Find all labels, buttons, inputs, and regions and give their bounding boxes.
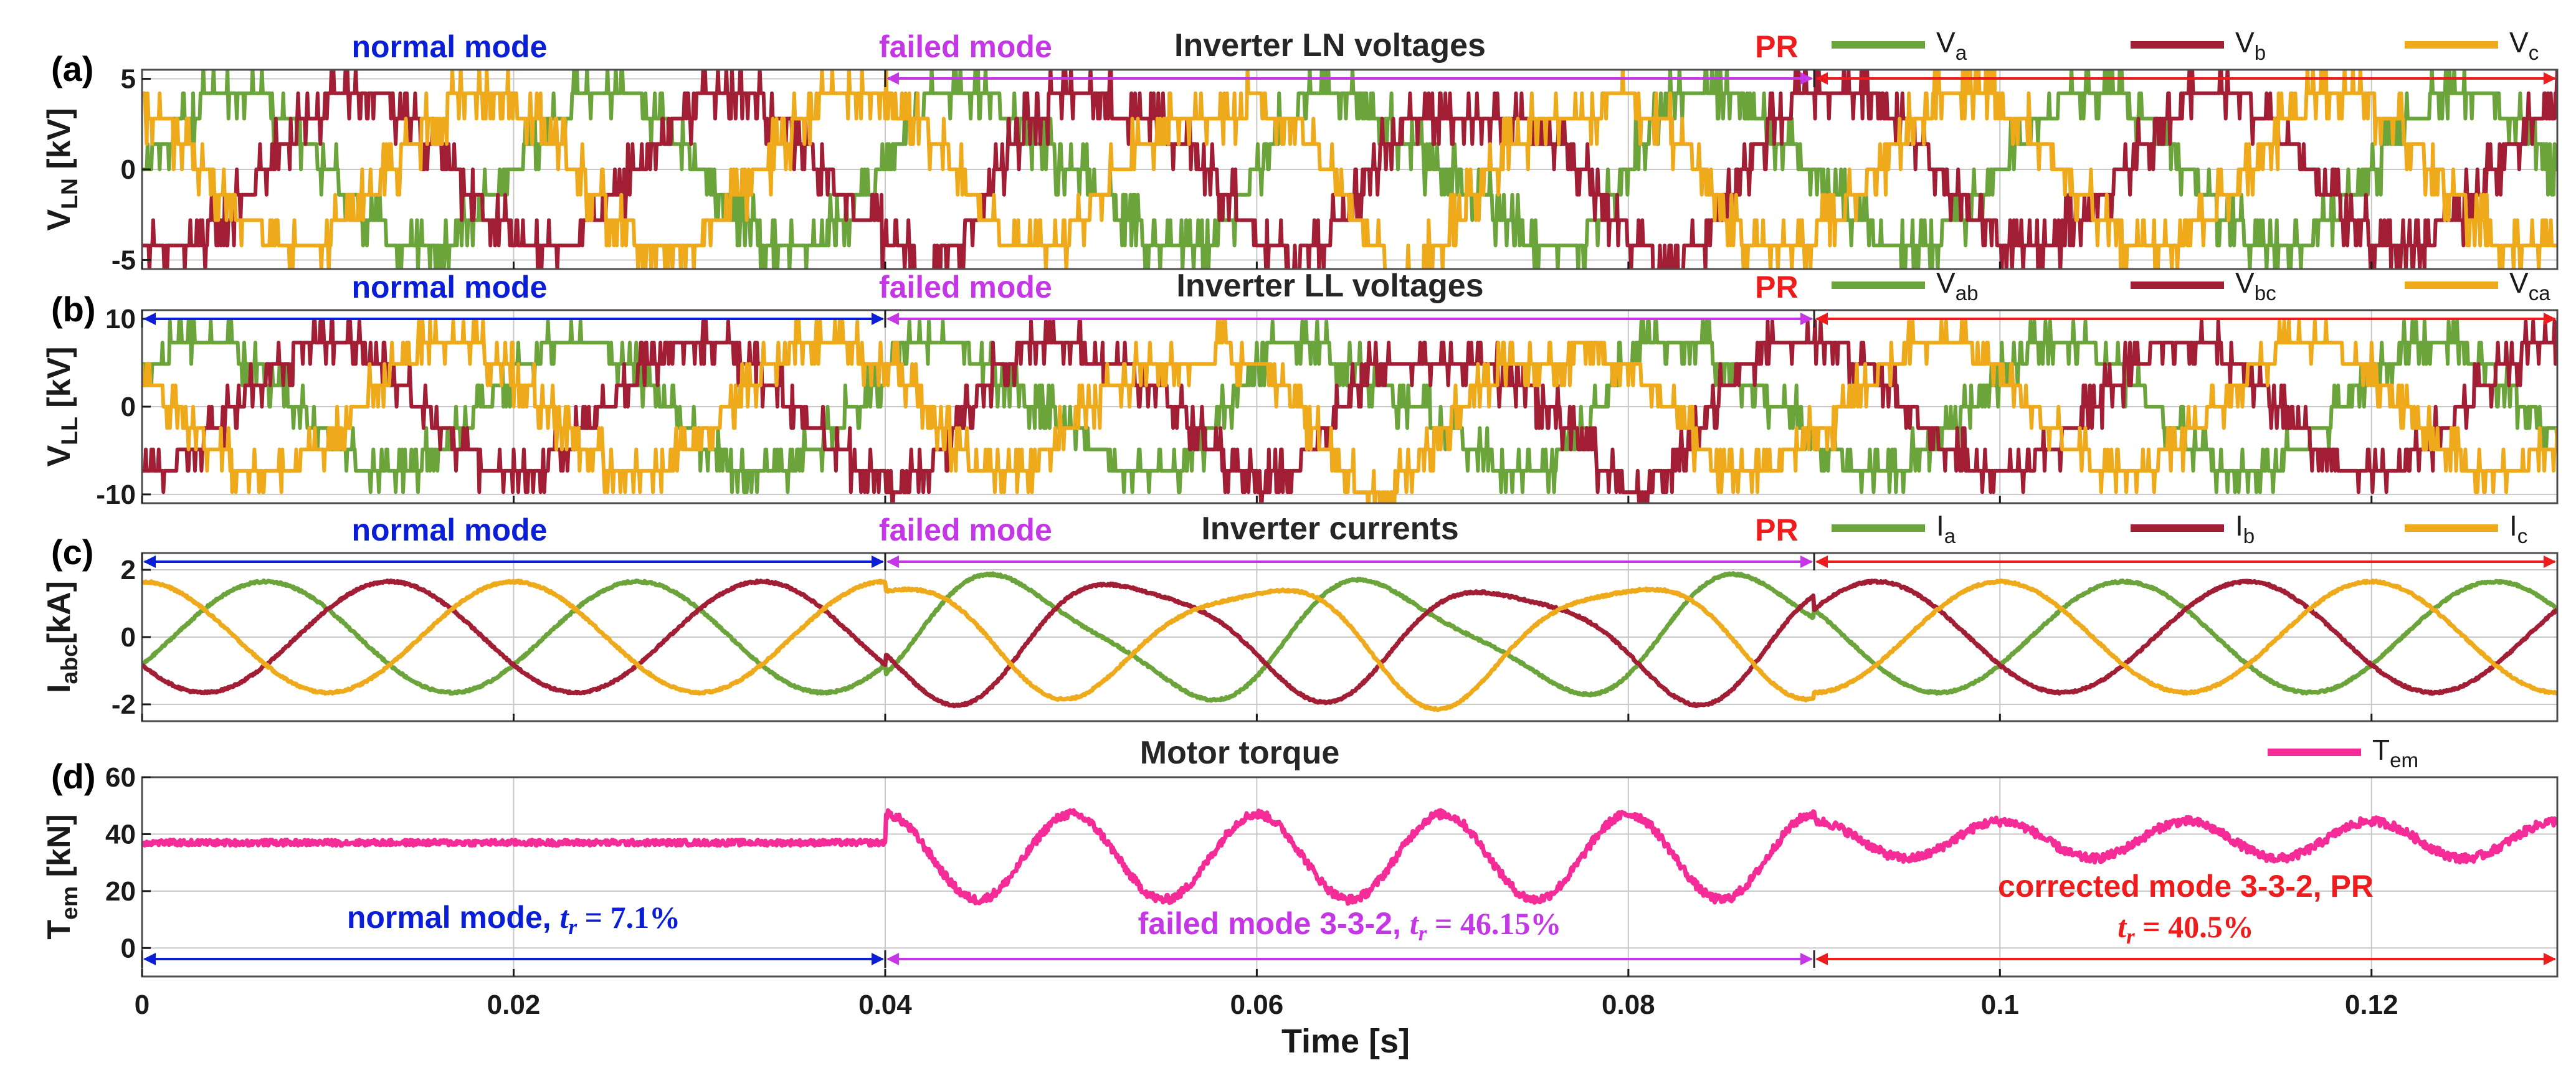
annotation: normal mode, tr = 7.1%	[347, 900, 680, 939]
svg-text:Iabc[kA]: Iabc[kA]	[41, 581, 82, 693]
panel-title: Inverter LN voltages	[1174, 27, 1486, 64]
series-vab	[142, 319, 2557, 494]
legend-label: Vab	[1936, 267, 1979, 305]
y-tick-label: 0	[121, 392, 136, 422]
x-tick-label: 0.1	[1981, 990, 2019, 1020]
y-axis-label: Tem [kN]	[41, 814, 82, 939]
legend-label: Ia	[1936, 509, 1956, 548]
y-axis-label: VLN [kV]	[41, 108, 82, 230]
y-tick-label: 2	[121, 555, 136, 585]
legend-label: Ib	[2235, 509, 2255, 548]
panel-label: (b)	[51, 290, 96, 329]
series-group	[142, 571, 2557, 712]
y-tick-label: -5	[112, 245, 136, 275]
svg-text:VLL [kV]: VLL [kV]	[41, 346, 82, 466]
svg-text:Tem [kN]: Tem [kN]	[41, 814, 82, 939]
mode-label: PR	[1755, 513, 1798, 547]
y-tick-label: 5	[121, 64, 136, 95]
panel-title: Inverter currents	[1201, 511, 1458, 547]
x-tick-label: 0.06	[1230, 990, 1284, 1020]
panel-title: Motor torque	[1140, 735, 1340, 771]
series-ic	[142, 579, 2557, 712]
panel-label: (d)	[51, 757, 96, 796]
mode-label: normal mode	[351, 270, 547, 305]
y-tick-label: 0	[121, 154, 136, 185]
svg-text:VLN [kV]: VLN [kV]	[41, 108, 82, 230]
legend-label: Vca	[2509, 267, 2550, 305]
mode-label: failed mode	[879, 513, 1052, 547]
mode-label: failed mode	[879, 270, 1052, 305]
series-vc	[142, 70, 2557, 269]
x-tick-label: 0	[135, 990, 150, 1020]
mode-label: PR	[1755, 29, 1798, 64]
x-tick-label: 0.04	[858, 990, 912, 1020]
y-tick-label: -10	[96, 480, 136, 510]
annotation: tr = 40.5%	[2117, 909, 2254, 948]
mode-label: PR	[1755, 270, 1798, 305]
mode-label: normal mode	[351, 513, 547, 547]
panel-d: 60 40 20 0 Tem [kN] (d) Motor torque Tem normal …	[41, 734, 2559, 1060]
panel-b: 10 0 -10 VLL [kV] (b) Inverter LL voltages nor…	[41, 267, 2559, 510]
mode-label: normal mode	[351, 29, 547, 64]
annotation: corrected mode 3-3-2, PR	[1998, 869, 2374, 904]
y-tick-label: 20	[105, 876, 136, 907]
y-axis-label: Iabc[kA]	[41, 581, 82, 693]
panel-a: 5 0 -5 VLN [kV] (a) Inverter LN voltages norma…	[41, 26, 2559, 275]
series-group	[142, 319, 2557, 503]
y-tick-label: 60	[105, 762, 136, 793]
legend-label: Vb	[2235, 26, 2266, 65]
panel-label: (c)	[51, 532, 93, 572]
y-axis-label: VLL [kV]	[41, 346, 82, 466]
panel-label: (a)	[51, 49, 93, 88]
y-tick-label: 40	[105, 819, 136, 849]
y-tick-label: 0	[121, 622, 136, 653]
x-tick-label: 0.12	[2345, 990, 2398, 1020]
y-tick-label: -2	[112, 689, 136, 720]
series-ia	[142, 571, 2557, 703]
axes-box	[141, 776, 2559, 978]
panel-title: Inverter LL voltages	[1176, 268, 1483, 304]
series-group	[142, 70, 2557, 269]
annotation: failed mode 3-3-2, tr = 46.15%	[1138, 906, 1562, 945]
series-vbc	[142, 319, 2557, 503]
series-tem	[142, 808, 2557, 906]
legend-label: Vc	[2509, 26, 2539, 65]
x-tick-label: 0.02	[487, 990, 541, 1020]
legend-label: Vbc	[2235, 267, 2276, 305]
x-tick-label: 0.08	[1602, 990, 1655, 1020]
legend-label: Ic	[2509, 509, 2527, 548]
series-vca	[142, 319, 2557, 503]
y-tick-label: 10	[105, 304, 136, 334]
mode-label: failed mode	[879, 29, 1052, 64]
panel-c: 2 0 -2 Iabc[kA] (c) Inverter currents normal m…	[41, 509, 2559, 722]
y-tick-label: 0	[121, 933, 136, 963]
legend-label: Va	[1936, 26, 1967, 65]
legend-label: Tem	[2372, 734, 2418, 772]
series-group	[142, 808, 2557, 906]
series-ib	[142, 578, 2557, 709]
x-axis-label: Time [s]	[1281, 1023, 1410, 1060]
